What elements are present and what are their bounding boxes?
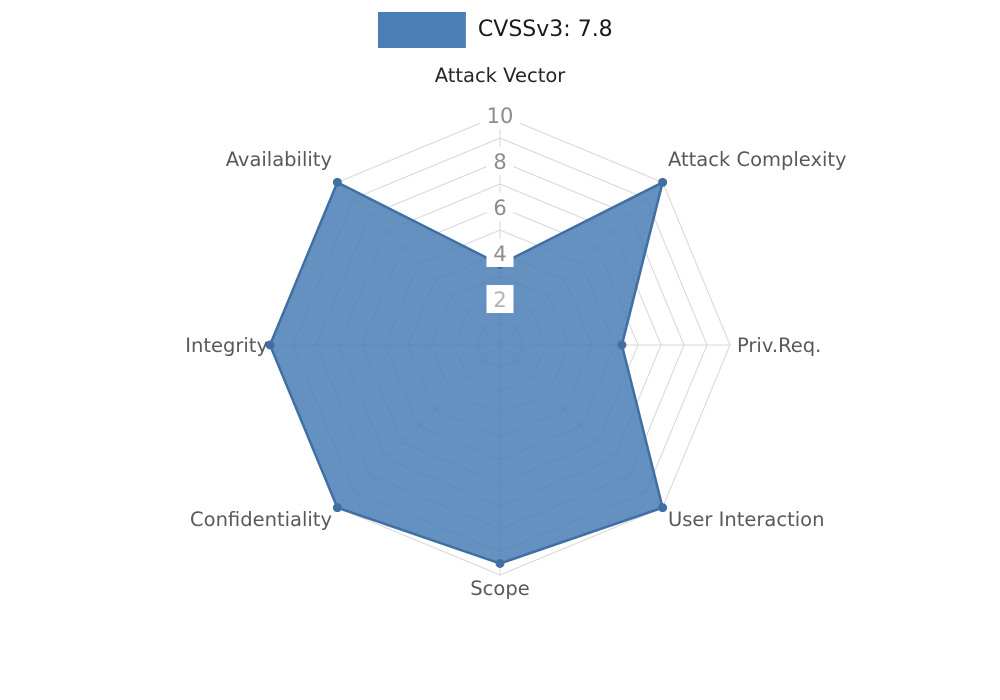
vertex-dot [658,503,668,513]
tick-label-bg [486,285,514,313]
tick-label-bg [486,193,514,221]
axis-label-user-interaction: User Interaction [668,508,824,531]
tick-label: 10 [487,104,514,128]
legend-swatch [377,12,466,48]
legend: CVSSv3: 7.8 [377,12,613,48]
legend-label: CVSSv3: 7.8 [477,17,613,42]
legend-swatch-rect [377,12,466,48]
tick-label-bg [486,147,514,175]
tick-label: 8 [493,150,506,174]
vertex-dot [332,503,342,513]
tick-label-bg [480,101,520,129]
axis-label-integrity: Integrity [185,334,268,357]
vertex-dot [658,177,668,187]
tick-label-bg [486,239,514,267]
axis-label-attack-complexity: Attack Complexity [668,148,847,171]
tick-label: 4 [493,242,506,266]
axis-label-scope: Scope [470,577,529,600]
vertex-dot [617,340,627,350]
vertex-dot [265,340,275,350]
vertex-dot [332,177,342,187]
vertex-dot [495,559,505,568]
axis-label-availability: Availability [226,148,332,171]
tick-label: 2 [493,288,506,312]
axis-label-priv-req-: Priv.Req. [737,334,821,357]
tick-label: 6 [493,196,506,220]
axis-label-attack-vector: Attack Vector [435,64,567,87]
axis-label-confidentiality: Confidentiality [190,508,332,531]
data-polygon [268,181,664,565]
